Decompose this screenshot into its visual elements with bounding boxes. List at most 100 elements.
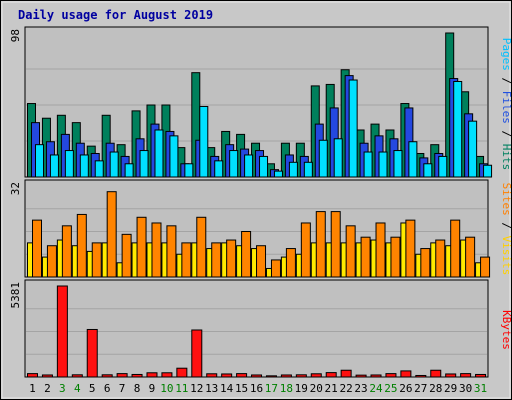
bar-pages-day-8 xyxy=(139,150,149,178)
x-tick-label: 13 xyxy=(205,382,218,395)
bar-kbytes-day-16 xyxy=(251,374,263,378)
x-tick-label: 17 xyxy=(265,382,278,395)
x-tick-label: 29 xyxy=(444,382,457,395)
bar-sites-day-8 xyxy=(136,216,147,278)
bar-kbytes-day-28 xyxy=(430,369,442,378)
x-tick-label: 23 xyxy=(354,382,367,395)
series-pages xyxy=(35,79,493,178)
x-tick-label: 5 xyxy=(89,382,96,395)
bar-kbytes-day-7 xyxy=(116,373,128,378)
x-tick-label: 18 xyxy=(280,382,293,395)
x-tick-label: 27 xyxy=(414,382,427,395)
bar-pages-day-12 xyxy=(199,105,209,178)
bar-sites-day-19 xyxy=(300,222,311,278)
bar-sites-day-2 xyxy=(46,245,57,278)
bar-pages-day-29 xyxy=(453,80,463,178)
bar-pages-day-18 xyxy=(288,161,298,178)
bar-pages-day-16 xyxy=(259,155,269,178)
x-tick-label: 7 xyxy=(119,382,126,395)
bar-sites-day-18 xyxy=(285,248,296,278)
bar-pages-day-11 xyxy=(184,163,194,178)
bar-kbytes-day-31 xyxy=(475,373,487,378)
x-tick-label: 21 xyxy=(325,382,338,395)
bar-kbytes-day-14 xyxy=(221,373,233,378)
bar-kbytes-day-24 xyxy=(370,374,382,378)
bar-pages-day-25 xyxy=(393,150,403,178)
bar-sites-day-9 xyxy=(151,222,162,278)
bar-sites-day-22 xyxy=(345,225,356,278)
x-tick-label: 20 xyxy=(310,382,323,395)
bar-pages-day-1 xyxy=(35,144,44,178)
x-tick-label: 12 xyxy=(190,382,203,395)
bar-sites-day-29 xyxy=(450,219,461,278)
series-sites xyxy=(32,191,491,278)
bar-pages-day-27 xyxy=(423,163,433,178)
side-legend-part: Sites xyxy=(500,183,512,216)
x-tick-label: 22 xyxy=(339,382,352,395)
bar-kbytes-day-27 xyxy=(415,374,427,378)
y-max-label: 5381 xyxy=(9,282,22,309)
side-legend-part: / xyxy=(500,124,512,144)
bar-kbytes-day-30 xyxy=(460,373,472,378)
bar-kbytes-day-8 xyxy=(131,373,143,378)
x-tick-label: 8 xyxy=(134,382,141,395)
x-tick-label: 30 xyxy=(459,382,472,395)
bar-pages-day-20 xyxy=(318,139,328,178)
side-legend-part: Hits xyxy=(500,144,512,171)
bar-kbytes-day-26 xyxy=(400,370,412,378)
bar-sites-day-13 xyxy=(211,242,222,278)
bar-sites-day-7 xyxy=(121,233,132,278)
bar-kbytes-day-5 xyxy=(86,328,98,378)
x-tick-label: 14 xyxy=(220,382,234,395)
bar-sites-day-28 xyxy=(435,239,446,278)
panel-background xyxy=(24,279,489,378)
panel-1: 98 Pages / Files / Hits xyxy=(9,26,512,178)
bar-kbytes-day-9 xyxy=(146,372,158,378)
x-tick-label: 11 xyxy=(175,382,188,395)
bar-kbytes-day-3 xyxy=(56,285,68,378)
bar-kbytes-day-29 xyxy=(445,373,457,378)
side-legend-part: / xyxy=(500,216,512,236)
bar-sites-day-27 xyxy=(420,248,431,278)
bar-kbytes-day-10 xyxy=(161,372,173,378)
x-tick-label: 26 xyxy=(399,382,412,395)
panel-3: 5381 KBytes xyxy=(9,279,512,378)
bar-pages-day-13 xyxy=(214,160,224,178)
y-max-label: 32 xyxy=(9,182,22,195)
x-axis-labels: 1 2 3 4 5 6 7 8 9 10 11 12 13 14 15 16 17 18 19 20 21 22 23 24 2… xyxy=(29,382,487,395)
bar-sites-day-6 xyxy=(106,191,117,278)
bar-sites-day-17 xyxy=(270,259,281,278)
x-tick-label: 3 xyxy=(59,382,66,395)
bar-sites-day-26 xyxy=(405,219,416,278)
x-tick-label: 4 xyxy=(74,382,81,395)
bar-kbytes-day-21 xyxy=(325,372,337,378)
x-tick-label: 19 xyxy=(295,382,308,395)
bar-pages-day-15 xyxy=(244,154,254,178)
bar-sites-day-12 xyxy=(196,216,207,278)
y-max-label: 98 xyxy=(9,29,22,42)
bar-pages-day-31 xyxy=(483,164,493,178)
bar-sites-day-30 xyxy=(465,236,476,278)
bar-pages-day-3 xyxy=(64,150,74,178)
bar-kbytes-day-6 xyxy=(101,374,113,378)
side-legend: Sites / Visits xyxy=(500,183,512,276)
bar-pages-day-5 xyxy=(94,160,104,178)
x-tick-label: 28 xyxy=(429,382,442,395)
bar-sites-day-5 xyxy=(91,242,102,278)
bar-kbytes-day-19 xyxy=(295,374,307,378)
bar-sites-day-3 xyxy=(61,225,72,278)
bar-kbytes-day-4 xyxy=(71,374,83,378)
x-tick-label: 25 xyxy=(384,382,397,395)
bar-pages-day-24 xyxy=(378,151,388,178)
x-tick-label: 9 xyxy=(149,382,156,395)
side-legend-part: / xyxy=(500,71,512,91)
bar-sites-day-1 xyxy=(32,219,42,278)
bar-pages-day-4 xyxy=(79,154,89,178)
bar-pages-day-6 xyxy=(109,151,119,178)
bar-kbytes-day-25 xyxy=(385,373,397,378)
bar-kbytes-day-20 xyxy=(310,373,322,378)
bar-pages-day-26 xyxy=(408,141,418,178)
bar-kbytes-day-13 xyxy=(206,373,218,378)
